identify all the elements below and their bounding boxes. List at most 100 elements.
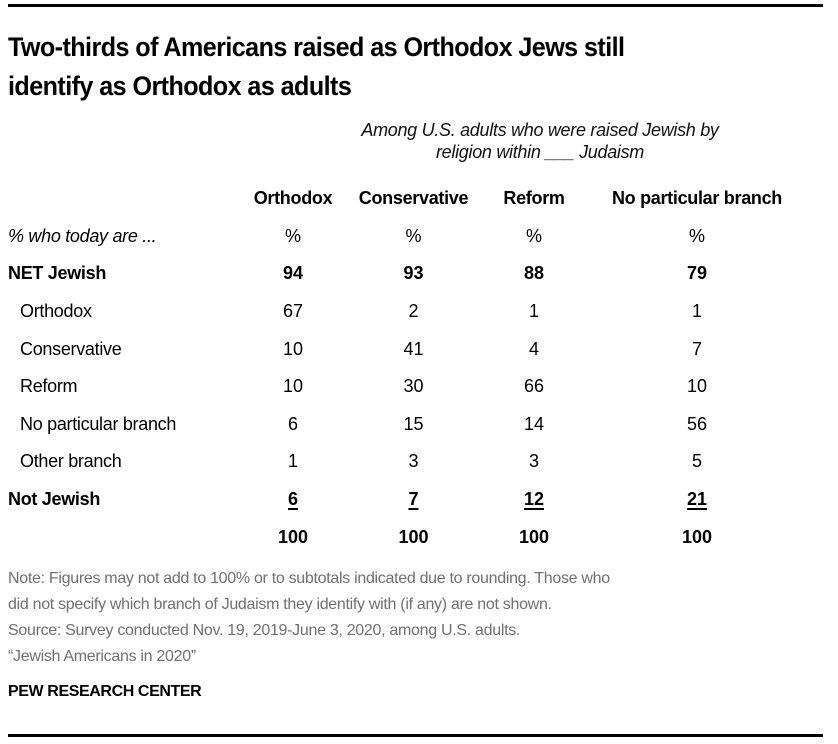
chart-subtitle: Among U.S. adults who were raised Jewish… [290,119,790,163]
value-cell: 12 [483,481,585,519]
value-cell: 100 [483,518,585,556]
row-label: Orthodox [20,301,92,322]
title-line: identify as Orthodox as adults [8,71,352,101]
value-cell: 6 [242,406,344,444]
chart-title: Two-thirds of Americans raised as Orthod… [8,28,771,106]
value-cell: 3 [483,443,585,481]
value-cell: 41 [344,330,483,368]
value-text: 79 [686,263,708,284]
value-cell: 10 [242,330,344,368]
table-row: Reform 10 30 66 10 [8,368,809,406]
row-label: % who today are ... [8,225,157,246]
column-header: Conservative [358,188,469,209]
top-rule [8,4,823,7]
value-text: 6 [287,413,298,434]
unit-cell: % [688,225,705,246]
value-text: 15 [403,413,424,434]
row-label: NET Jewish [8,263,107,284]
value-text: 6 [287,489,298,510]
bottom-rule [8,734,823,737]
table-row: Orthodox 67 2 1 1 [8,293,809,331]
value-text: 5 [691,451,702,472]
unit-cell: % [405,225,422,246]
value-cell: 21 [585,481,809,519]
value-text: 3 [408,451,419,472]
value-text: 10 [282,376,304,397]
value-cell: 15 [344,406,483,444]
value-cell: 3 [344,443,483,481]
value-cell: 5 [585,443,809,481]
value-cell: 7 [585,330,809,368]
report-title-line: “Jewish Americans in 2020” [8,648,196,665]
header-spacer [8,180,242,218]
table-row: Other branch 1 3 3 5 [8,443,809,481]
value-cell: 1 [483,293,585,331]
value-cell: 10 [585,368,809,406]
value-cell: 14 [483,406,585,444]
value-text: 88 [523,263,545,284]
value-cell: 4 [483,330,585,368]
value-cell: 67 [242,293,344,331]
note-line: Note: Figures may not add to 100% or to … [8,570,610,587]
row-label [8,518,242,556]
value-text: 100 [398,526,429,547]
unit-cell: % [284,225,301,246]
unit-row: % who today are ... % % % % [8,218,809,256]
value-text: 100 [518,526,550,547]
value-cell: 6 [242,481,344,519]
value-text: 1 [691,301,702,322]
value-text: 3 [528,451,539,472]
table-row: Not Jewish 6 7 12 21 [8,481,809,519]
notes: Note: Figures may not add to 100% or to … [8,566,828,670]
table-row: Conservative 10 41 4 7 [8,330,809,368]
value-text: 21 [686,489,708,510]
value-cell: 56 [585,406,809,444]
value-cell: 88 [483,255,585,293]
row-label: Not Jewish [8,489,101,510]
value-cell: 2 [344,293,483,331]
value-cell: 79 [585,255,809,293]
value-text: 12 [523,489,545,510]
source-line: Source: Survey conducted Nov. 19, 2019-J… [8,622,521,639]
row-label: Reform [20,376,78,397]
value-text: 14 [523,413,545,434]
value-text: 1 [528,301,539,322]
value-text: 66 [523,376,545,397]
value-text: 7 [408,489,419,510]
value-text: 94 [282,263,304,284]
value-cell: 93 [344,255,483,293]
column-header: Orthodox [253,188,333,209]
table-row: NET Jewish 94 93 88 79 [8,255,809,293]
value-text: 67 [282,301,304,322]
value-text: 1 [287,451,298,472]
value-cell: 7 [344,481,483,519]
value-cell: 30 [344,368,483,406]
value-text: 10 [282,338,304,359]
brand-label: PEW RESEARCH CENTER [8,683,202,700]
note-line: did not specify which branch of Judaism … [8,596,552,613]
value-cell: 100 [242,518,344,556]
value-cell: 10 [242,368,344,406]
value-text: 41 [403,338,424,359]
column-header: Reform [503,188,565,209]
value-text: 7 [691,338,702,359]
value-cell: 1 [242,443,344,481]
value-text: 56 [686,413,708,434]
unit-cell: % [525,225,542,246]
value-text: 10 [686,376,708,397]
value-text: 100 [277,526,309,547]
row-label: No particular branch [20,413,177,434]
row-label: Other branch [20,451,122,472]
column-header: No particular branch [611,188,783,209]
subtitle-line: religion within ___ Judaism [435,142,644,162]
value-text: 100 [681,526,713,547]
value-text: 93 [403,263,424,284]
value-cell: 100 [344,518,483,556]
data-table: Orthodox Conservative Reform No particul… [8,180,809,556]
value-cell: 1 [585,293,809,331]
value-cell: 66 [483,368,585,406]
table-row: 100 100 100 100 [8,518,809,556]
row-label: Conservative [20,338,122,359]
table-row: No particular branch 6 15 14 56 [8,406,809,444]
value-text: 4 [528,338,539,359]
